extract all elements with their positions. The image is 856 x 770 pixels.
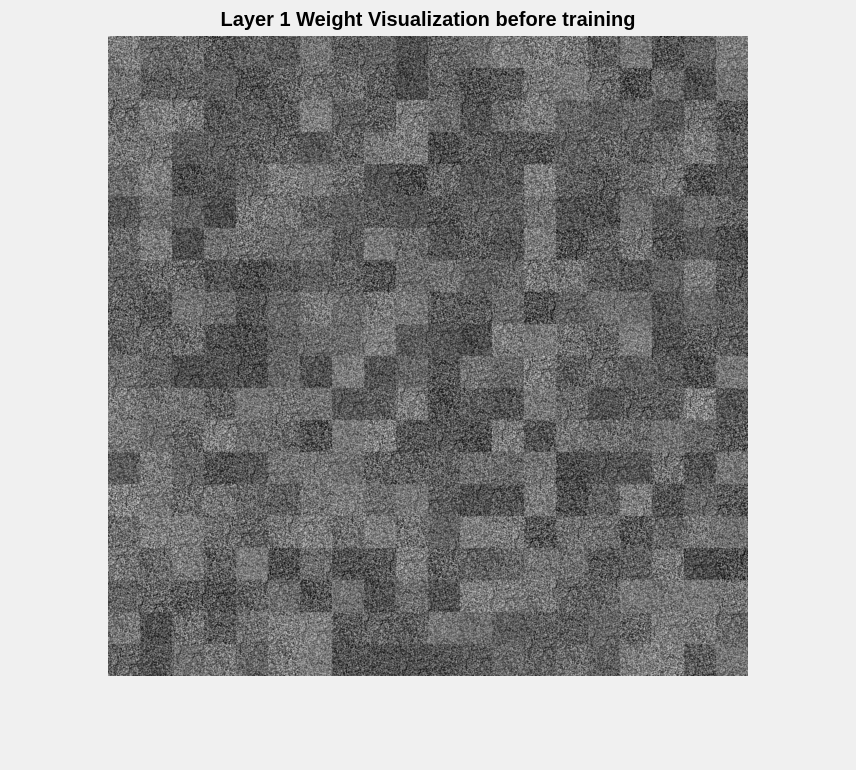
- chart-title: Layer 1 Weight Visualization before trai…: [220, 9, 636, 31]
- weight-heatmap-canvas: [108, 36, 748, 676]
- heatmap-axes: [108, 36, 748, 676]
